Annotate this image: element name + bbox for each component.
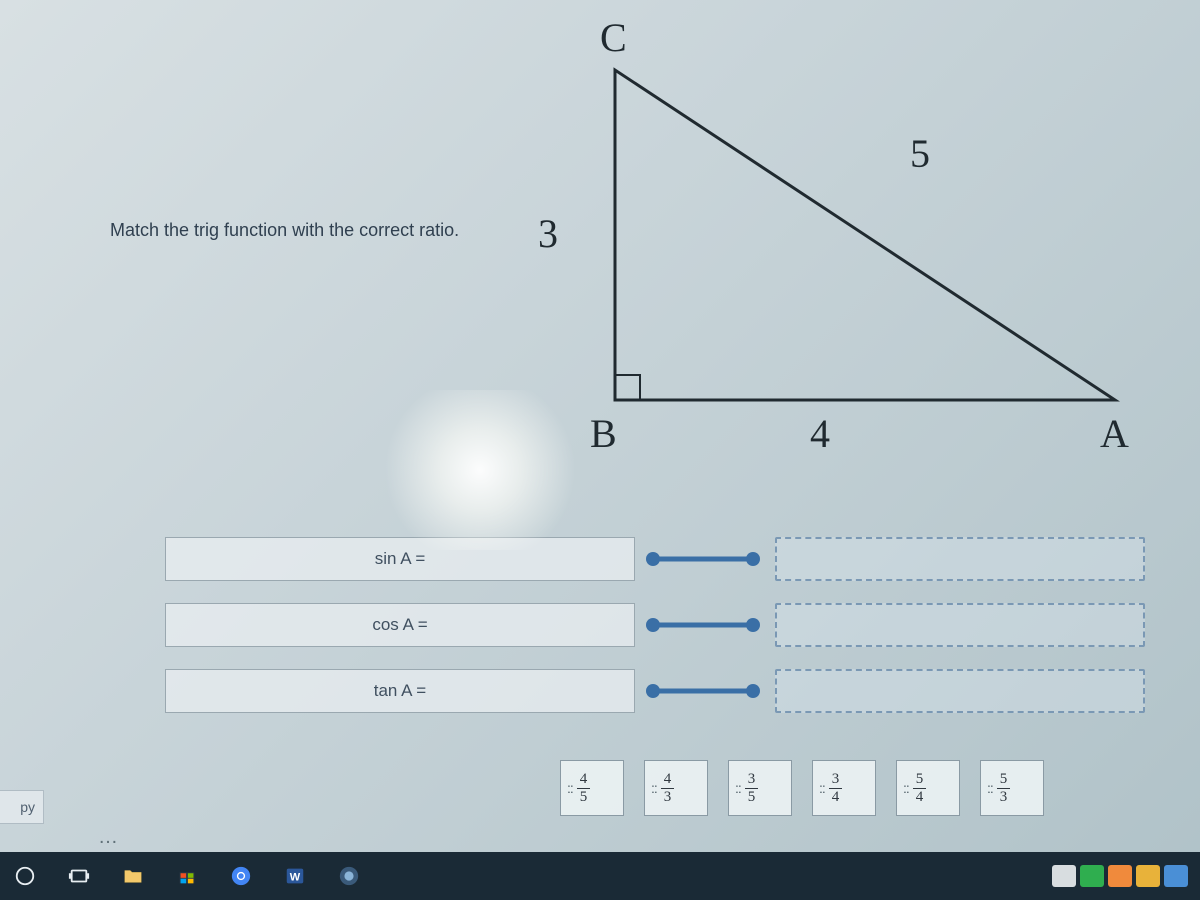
grip-icon: :: [987,780,993,796]
side-left-label: 3 [538,210,558,257]
chip-den: 3 [1000,789,1008,805]
connector [635,603,775,647]
chip-num: 3 [745,772,759,789]
chip-3-4[interactable]: :: 34 [812,760,876,816]
side-hyp-label: 5 [910,130,930,177]
grip-icon: :: [651,780,657,796]
file-explorer-icon[interactable] [120,863,146,889]
cortana-icon[interactable] [12,863,38,889]
chip-den: 4 [832,789,840,805]
triangle-svg [560,20,1160,450]
chip-num: 4 [661,772,675,789]
grip-icon: :: [903,780,909,796]
chip-den: 4 [916,789,924,805]
grip-icon: :: [567,780,573,796]
system-tray[interactable] [1052,865,1188,887]
tray-item[interactable] [1136,865,1160,887]
vertex-b-label: B [590,410,617,457]
chip-5-3[interactable]: :: 53 [980,760,1044,816]
side-bottom-label: 4 [810,410,830,457]
vertex-a-label: A [1100,410,1129,457]
drop-slot-sin[interactable] [775,537,1145,581]
prompt-sin: sin A = [165,537,635,581]
chip-5-4[interactable]: :: 54 [896,760,960,816]
chip-num: 5 [997,772,1011,789]
svg-text:W: W [290,872,301,884]
tray-item[interactable] [1164,865,1188,887]
drop-slot-cos[interactable] [775,603,1145,647]
answer-chips: :: 45 :: 43 :: 35 :: 34 :: 54 :: 53 [560,760,1044,816]
match-rows: sin A = cos A = tan A = [165,535,1145,733]
chip-num: 4 [577,772,591,789]
triangle-diagram: C B A 3 4 5 [560,20,1160,450]
taskview-icon[interactable] [66,863,92,889]
word-icon[interactable]: W [282,863,308,889]
chip-den: 5 [748,789,756,805]
connector [635,669,775,713]
chip-4-3[interactable]: :: 43 [644,760,708,816]
chip-num: 5 [913,772,927,789]
vertex-c-label: C [600,14,627,61]
drop-slot-tan[interactable] [775,669,1145,713]
side-tab[interactable]: py [0,790,44,824]
taskbar: W [0,852,1200,900]
prompt-tan: tan A = [165,669,635,713]
chip-den: 5 [580,789,588,805]
chrome-icon[interactable] [228,863,254,889]
tray-item[interactable] [1080,865,1104,887]
tray-item[interactable] [1052,865,1076,887]
prompt-cos: cos A = [165,603,635,647]
connector [635,537,775,581]
chip-4-5[interactable]: :: 45 [560,760,624,816]
grip-icon: :: [819,780,825,796]
grip-icon: :: [735,780,741,796]
chip-3-5[interactable]: :: 35 [728,760,792,816]
match-row: sin A = [165,535,1145,583]
match-row: tan A = [165,667,1145,715]
chip-num: 3 [829,772,843,789]
chip-den: 3 [664,789,672,805]
store-icon[interactable] [174,863,200,889]
app-icon[interactable] [336,863,362,889]
match-row: cos A = [165,601,1145,649]
instruction-text: Match the trig function with the correct… [110,220,459,241]
ellipsis-icon[interactable]: … [98,826,122,849]
screen-glare [370,390,590,550]
tray-item[interactable] [1108,865,1132,887]
